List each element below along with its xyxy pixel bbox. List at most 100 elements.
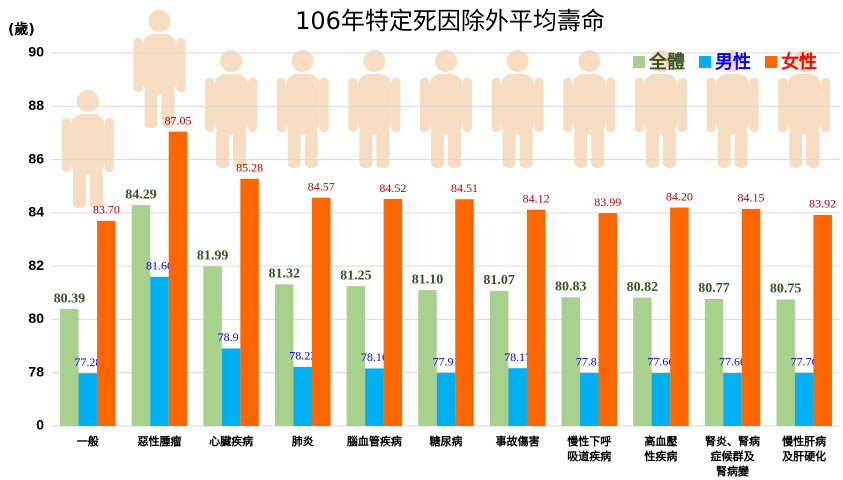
figure-arm (205, 78, 215, 132)
legend-swatch (765, 56, 777, 68)
bar (813, 214, 832, 426)
data-label: 84.12 (523, 191, 550, 205)
data-label: 87.05 (164, 113, 191, 127)
bar (346, 286, 366, 426)
figure-arm (491, 78, 501, 132)
bar (97, 220, 116, 426)
figure-arm (420, 78, 429, 132)
bar (598, 213, 618, 426)
y-tick-label: 86 (28, 150, 44, 166)
data-label: 77.60 (719, 355, 746, 369)
x-tick-label: 事故傷害 (496, 434, 540, 448)
bar (561, 297, 581, 426)
figure-head (506, 50, 529, 72)
figure-leg (304, 128, 318, 168)
figure-arm (534, 78, 544, 132)
figure-leg (359, 128, 373, 168)
data-label: 77.66 (647, 355, 674, 369)
x-tick-label: 心臟疾病 (209, 434, 253, 448)
figure-arm (133, 38, 143, 92)
data-label: 78.91 (218, 330, 245, 344)
x-tick-label: 慢性下呼吸道疾病 (567, 434, 611, 463)
data-label: 85.28 (236, 161, 263, 175)
bar (383, 199, 403, 426)
legend-swatch (633, 56, 645, 68)
figure-arm (176, 38, 186, 92)
y-tick-label: 80 (28, 310, 44, 326)
figure-arm (276, 78, 286, 132)
figure-head (649, 50, 672, 72)
figure-leg (431, 128, 444, 168)
bar (78, 373, 98, 426)
bar (436, 372, 456, 426)
data-label: 80.39 (54, 291, 86, 306)
figure-torso (142, 34, 177, 94)
figure-arm (61, 118, 71, 172)
y-tick-label: 84 (28, 204, 44, 220)
data-label: 78.16 (361, 350, 388, 364)
figure-leg (502, 128, 516, 168)
data-label: 77.28 (74, 355, 101, 369)
figure-arm (248, 78, 258, 132)
figure-leg (662, 128, 676, 168)
data-label: 80.82 (627, 280, 659, 295)
figure-torso (500, 74, 535, 134)
bar (580, 372, 599, 426)
data-label: 77.76 (791, 355, 818, 369)
figure-torso (357, 74, 392, 134)
bar (633, 297, 652, 426)
data-label: 80.83 (555, 280, 587, 295)
figure-arm (677, 78, 687, 132)
bar (776, 299, 795, 426)
bar (221, 348, 241, 426)
bar (526, 209, 546, 426)
x-tick-label: 惡性腫瘤 (137, 434, 181, 448)
y-tick-label: 82 (28, 257, 44, 273)
data-label: 84.52 (379, 181, 406, 195)
data-label: 77.91 (433, 355, 460, 369)
bar (723, 372, 742, 426)
figure-torso (787, 74, 822, 134)
bar (240, 178, 259, 426)
x-tick-label: 肺炎 (292, 434, 314, 448)
data-label: 84.51 (451, 181, 478, 195)
figure-arm (778, 78, 788, 132)
bar (418, 290, 437, 426)
bar (508, 368, 527, 426)
bar (455, 199, 474, 426)
data-label: 84.20 (666, 189, 693, 203)
figure-head (435, 50, 457, 72)
figure-arm (348, 78, 358, 132)
figure-torso (214, 74, 249, 134)
figure-leg (717, 128, 731, 168)
figure-head (578, 50, 601, 72)
bar (741, 208, 761, 426)
data-label: 78.17 (504, 350, 531, 364)
x-tick-label: 慢性肝病及肝硬化 (782, 434, 826, 463)
figure-leg (287, 128, 301, 168)
figure-arm (391, 78, 401, 132)
figure-leg (645, 128, 659, 168)
bar (293, 366, 312, 426)
body-figures (61, 10, 831, 208)
y-tick-label: 0 (36, 417, 44, 433)
figure-leg (519, 128, 533, 168)
figure-head (148, 10, 171, 32)
y-tick-label: 88 (28, 97, 44, 113)
figure-arm (706, 78, 716, 132)
bar (131, 205, 151, 426)
data-label: 84.29 (125, 187, 157, 202)
figure-leg (734, 128, 748, 168)
data-label: 77.81 (576, 355, 603, 369)
bar (311, 197, 331, 426)
figure-head (363, 50, 386, 72)
data-label: 78.22 (289, 349, 316, 363)
figure-leg (161, 88, 175, 128)
x-tick-label: 高血壓性疾病 (644, 434, 677, 463)
figure-leg (233, 128, 247, 168)
figure-arm (821, 78, 831, 132)
bar (168, 131, 188, 426)
figure-arm (463, 78, 472, 132)
data-label: 84.57 (308, 179, 335, 193)
